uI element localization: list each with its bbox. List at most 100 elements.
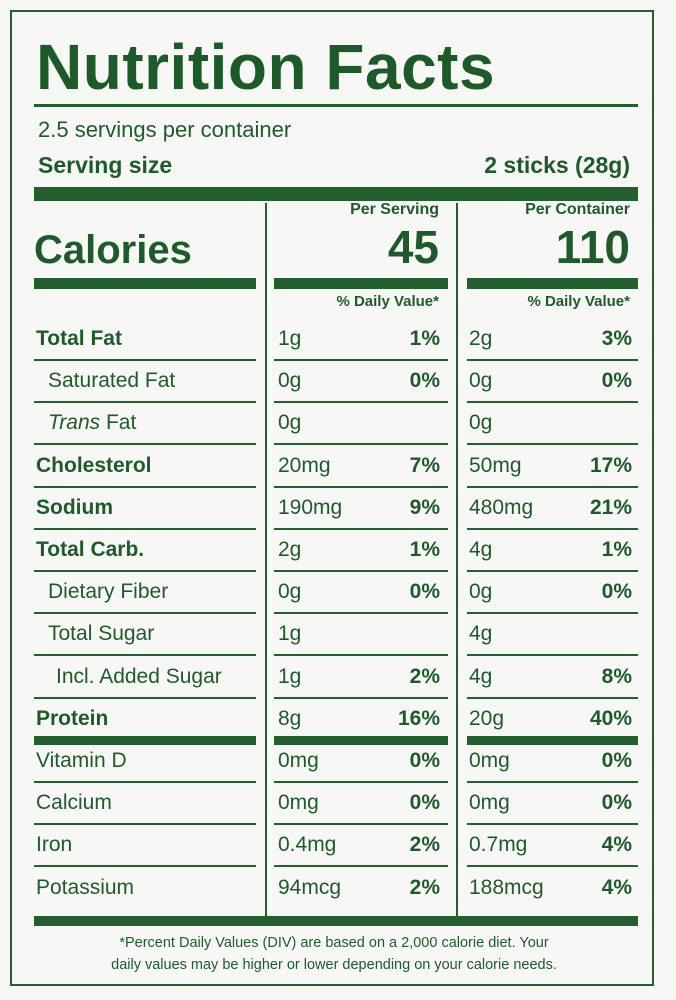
daily-value-per-container: 3% (601, 327, 632, 350)
daily-value-per-serving: 7% (409, 453, 440, 477)
amount-per-container: 0g (469, 580, 493, 604)
daily-value-per-serving: 2% (409, 664, 440, 688)
daily-value-per-container: 4% (601, 833, 632, 857)
row-rule (34, 485, 256, 488)
amount-per-container: 0g (469, 411, 493, 435)
daily-value-header-container: % Daily Value* (527, 293, 630, 310)
amount-per-container: 480mg (469, 495, 534, 519)
nutrient-name: Vitamin D (36, 750, 127, 771)
nutrient-name-text: Sodium (36, 495, 113, 519)
amount-per-serving: 0g (278, 580, 302, 604)
thick-rule-top (34, 187, 638, 201)
column-divider-left (265, 203, 267, 916)
amount-per-serving: 1g (278, 664, 302, 688)
amount-per-container: 0.7mg (469, 833, 528, 857)
row-rule (274, 781, 448, 783)
daily-value-per-serving: 16% (397, 706, 440, 730)
daily-value-per-serving: 1% (409, 538, 440, 561)
nutrient-name-text: Incl. Added Sugar (56, 664, 222, 688)
amount-per-container: 0mg (469, 791, 510, 815)
nutrient-name-text: Total Sugar (48, 622, 155, 646)
amount-per-container: 188mcg (469, 875, 544, 899)
daily-value-per-container: 21% (589, 495, 632, 519)
nutrient-name-text: Calcium (36, 791, 112, 815)
row-rule (34, 781, 256, 783)
nutrient-name: Dietary Fiber (48, 581, 168, 602)
amount-per-serving: 0mg (278, 749, 319, 772)
calories-rule-right (467, 278, 638, 289)
amount-per-serving: 2g (278, 538, 302, 561)
nutrient-name: Protein (36, 708, 108, 729)
row-rule (467, 443, 638, 446)
row-rule (467, 696, 638, 699)
amount-per-serving: 1g (278, 622, 302, 646)
nutrient-name: Sodium (36, 497, 113, 518)
daily-value-per-container: 0% (601, 791, 632, 815)
row-rule (34, 359, 256, 361)
nutrient-name: Incl. Added Sugar (56, 666, 222, 687)
row-rule (274, 401, 448, 404)
amount-per-container: 0g (469, 369, 493, 393)
row-rule (467, 865, 638, 868)
calories-rule-left (34, 278, 256, 289)
footnote-line-2: daily values may be higher or lower depe… (111, 957, 557, 973)
calories-label: Calories (34, 228, 192, 272)
daily-value-per-container: 4% (601, 875, 632, 899)
row-rule (34, 696, 256, 699)
nutrient-name-text: Potassium (36, 875, 135, 899)
daily-value-per-serving: 1% (409, 327, 440, 350)
nutrient-name: Total Sugar (48, 623, 154, 644)
daily-value-per-container: 0% (601, 580, 632, 604)
row-rule (34, 612, 256, 615)
daily-value-per-container: 40% (589, 706, 632, 730)
daily-value-per-serving: 0% (409, 369, 440, 393)
row-rule (274, 612, 448, 615)
row-rule (467, 359, 638, 361)
nutrient-name: Total Carb. (36, 539, 144, 560)
daily-value-per-serving: 0% (409, 791, 440, 815)
daily-value-per-serving: 2% (409, 833, 440, 857)
row-rule (467, 823, 638, 826)
row-rule (274, 485, 448, 488)
amount-per-container: 0mg (469, 749, 510, 772)
amount-per-container: 20g (469, 706, 505, 730)
per-serving-header: Per Serving (350, 201, 439, 218)
nutrient-name-text: Dietary Fiber (48, 580, 169, 604)
daily-value-per-serving: 0% (409, 580, 440, 604)
column-divider-right (456, 203, 458, 916)
amount-per-container: 4g (469, 622, 493, 646)
thick-row-rule (467, 735, 638, 745)
row-rule (467, 527, 638, 530)
nutrient-name: Saturated Fat (48, 370, 175, 391)
calories-per-serving: 45 (387, 221, 439, 273)
serving-size-value: 2 sticks (28g) (484, 152, 630, 178)
row-rule (467, 570, 638, 572)
amount-per-serving: 20mg (278, 453, 331, 477)
daily-value-per-container: 17% (589, 453, 632, 477)
row-rule (34, 401, 256, 404)
row-rule (274, 570, 448, 572)
nutrient-name-italic: Trans (48, 411, 101, 435)
daily-value-header-serving: % Daily Value* (336, 293, 439, 310)
amount-per-serving: 190mg (278, 495, 343, 519)
per-container-header: Per Container (525, 201, 630, 218)
row-rule (274, 865, 448, 868)
nutrient-name-text: Total Carb. (36, 538, 145, 561)
row-rule (274, 823, 448, 826)
row-rule (274, 696, 448, 699)
amount-per-serving: 0g (278, 369, 302, 393)
nutrient-name-text: Cholesterol (36, 453, 152, 477)
row-rule (274, 654, 448, 657)
daily-value-per-container: 1% (601, 538, 632, 561)
daily-value-per-container: 8% (601, 664, 632, 688)
nutrient-name: Calcium (36, 792, 112, 813)
row-rule (34, 823, 256, 826)
amount-per-serving: 94mcg (278, 875, 342, 899)
daily-value-per-serving: 9% (409, 495, 440, 519)
row-rule (467, 781, 638, 783)
nutrient-name: Trans Fat (48, 412, 136, 433)
row-rule (274, 443, 448, 446)
row-rule (467, 401, 638, 404)
nutrient-name: Potassium (36, 877, 134, 898)
daily-value-per-container: 0% (601, 749, 632, 772)
